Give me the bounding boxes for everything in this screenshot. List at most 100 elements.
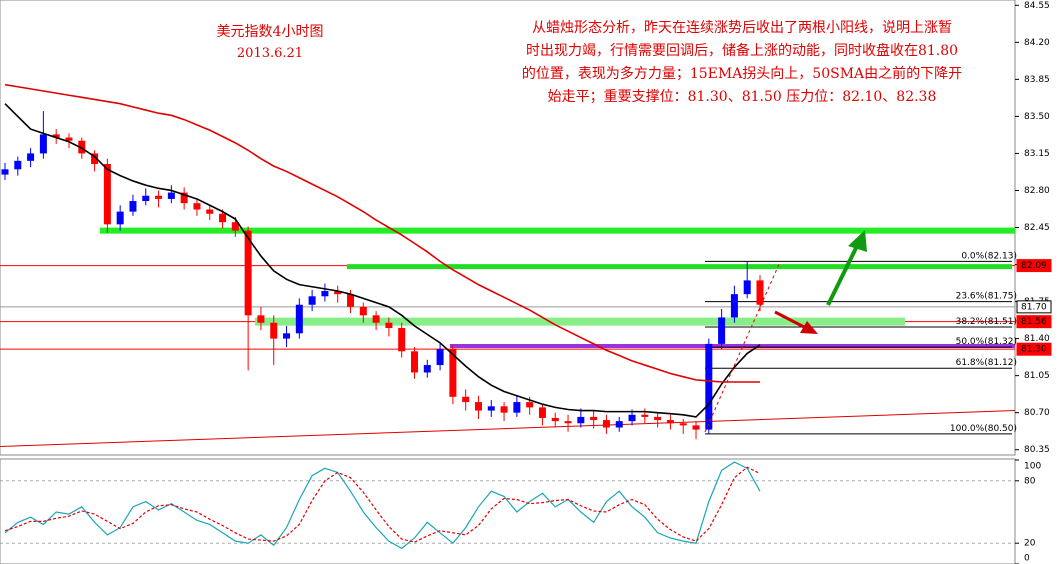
candle-body bbox=[295, 304, 303, 334]
candle-body bbox=[129, 201, 137, 212]
candle-body bbox=[641, 414, 649, 417]
candle-body bbox=[1, 169, 9, 175]
candle-body bbox=[27, 153, 35, 161]
y-tick-label: 81.05 bbox=[1024, 371, 1050, 381]
candle-body bbox=[564, 421, 572, 424]
candle-body bbox=[231, 222, 239, 231]
candle-body bbox=[206, 209, 214, 214]
fib-label: 0.0%(82.13) bbox=[961, 251, 1017, 261]
oscillator-panel bbox=[0, 458, 1016, 564]
y-tick-label: 82.80 bbox=[1024, 186, 1050, 196]
candle-body bbox=[500, 406, 508, 413]
candle-body bbox=[730, 294, 738, 318]
price-tag-label: 82.09 bbox=[1021, 261, 1047, 271]
candle-body bbox=[743, 280, 751, 295]
candle-body bbox=[180, 192, 188, 204]
fib-label: 100.0%(80.50) bbox=[950, 424, 1017, 434]
candle-body bbox=[513, 402, 521, 413]
candle-body bbox=[257, 315, 265, 323]
candle-body bbox=[436, 349, 444, 366]
down-arrow bbox=[774, 310, 807, 330]
candle-body bbox=[308, 296, 316, 305]
price-tag bbox=[1016, 259, 1052, 273]
candle-body bbox=[679, 423, 687, 426]
candle-body bbox=[615, 421, 623, 428]
moving-average bbox=[4, 83, 760, 383]
candle-body bbox=[270, 322, 278, 339]
candle-body bbox=[692, 425, 700, 430]
y-tick-label: 84.20 bbox=[1024, 38, 1050, 48]
candle-body bbox=[193, 203, 201, 210]
annotation-line: 始走平；重要支撑位：81.30、81.50 压力位：82.10、82.38 bbox=[548, 89, 937, 105]
up-arrow-head bbox=[848, 230, 867, 252]
y-tick-label: 83.15 bbox=[1024, 149, 1050, 159]
candle-body bbox=[526, 402, 534, 408]
candle-body bbox=[14, 160, 22, 170]
candle-body bbox=[244, 230, 252, 316]
y-tick-label: 83.85 bbox=[1024, 75, 1050, 85]
candle-body bbox=[116, 211, 124, 225]
osc-tick-label: 20 bbox=[1024, 539, 1036, 549]
candle-body bbox=[590, 416, 598, 421]
candle-body bbox=[359, 306, 367, 316]
candle-body bbox=[385, 322, 393, 329]
candle-body bbox=[321, 290, 329, 297]
price-tag bbox=[1016, 342, 1052, 356]
candle-body bbox=[78, 140, 86, 154]
price-tag-label: 81.56 bbox=[1021, 317, 1047, 327]
price-tag bbox=[1016, 315, 1052, 329]
fib-label: 61.8%(81.12) bbox=[956, 358, 1017, 368]
annotation-line: 时出现力竭，行情需要回调后，储备上涨的动能，同时收盘收在81.80 bbox=[526, 42, 958, 59]
fib-label: 50.0%(81.32) bbox=[956, 337, 1017, 347]
candle-body bbox=[628, 414, 636, 422]
fib-label: 23.6%(81.75) bbox=[956, 292, 1017, 302]
annotation-line: 的位置，表现为多方力量；15EMA拐头向上，50SMA由之前的下降开 bbox=[522, 65, 962, 82]
candle-body bbox=[551, 417, 559, 422]
candle-body bbox=[219, 213, 227, 223]
candle-body bbox=[474, 402, 482, 411]
candle-body bbox=[39, 134, 47, 154]
candle-body bbox=[283, 333, 291, 339]
candle-body bbox=[577, 416, 585, 424]
candle-body bbox=[654, 416, 662, 421]
candle-body bbox=[103, 164, 111, 225]
up-arrow bbox=[826, 243, 860, 306]
fib-diagonal bbox=[704, 261, 781, 433]
osc-tick-label: 0 bbox=[1024, 554, 1030, 564]
candle-body bbox=[334, 290, 342, 295]
candle-body bbox=[423, 365, 431, 373]
osc-tick-label: 100 bbox=[1024, 462, 1041, 472]
main-panel bbox=[0, 0, 1016, 456]
trendline bbox=[0, 410, 1016, 448]
oscillator-line bbox=[4, 461, 761, 550]
price-tag-label: 81.30 bbox=[1021, 345, 1047, 355]
candle-body bbox=[487, 406, 495, 411]
candle-body bbox=[155, 195, 163, 199]
candle-body bbox=[718, 317, 726, 344]
candle-body bbox=[372, 315, 380, 323]
candle-body bbox=[167, 192, 175, 199]
y-tick-label: 82.45 bbox=[1024, 223, 1050, 233]
y-tick-label: 80.35 bbox=[1024, 445, 1050, 455]
candle-body bbox=[410, 351, 418, 373]
moving-average bbox=[4, 103, 761, 418]
candle-body bbox=[347, 294, 355, 307]
candle-body bbox=[65, 137, 73, 141]
down-arrow-head bbox=[800, 321, 818, 334]
y-tick-label: 81.40 bbox=[1024, 334, 1050, 344]
candle-body bbox=[91, 153, 99, 165]
annotation-line: 从蜡烛形态分析，昨天在连续涨势后收出了两根小阳线，说明上涨暂 bbox=[532, 19, 952, 36]
y-tick-label: 84.55 bbox=[1024, 1, 1050, 11]
candle-body bbox=[705, 343, 713, 430]
price-tag bbox=[1016, 300, 1052, 314]
candle-body bbox=[462, 396, 470, 403]
chart-subtitle: 2013.6.21 bbox=[237, 46, 303, 61]
candle-body bbox=[666, 420, 674, 424]
chart-title: 美元指数4小时图 bbox=[217, 24, 324, 40]
y-tick-label: 83.50 bbox=[1024, 112, 1050, 122]
candle-body bbox=[602, 420, 610, 428]
candle-body bbox=[756, 280, 764, 305]
candle-body bbox=[52, 134, 60, 138]
